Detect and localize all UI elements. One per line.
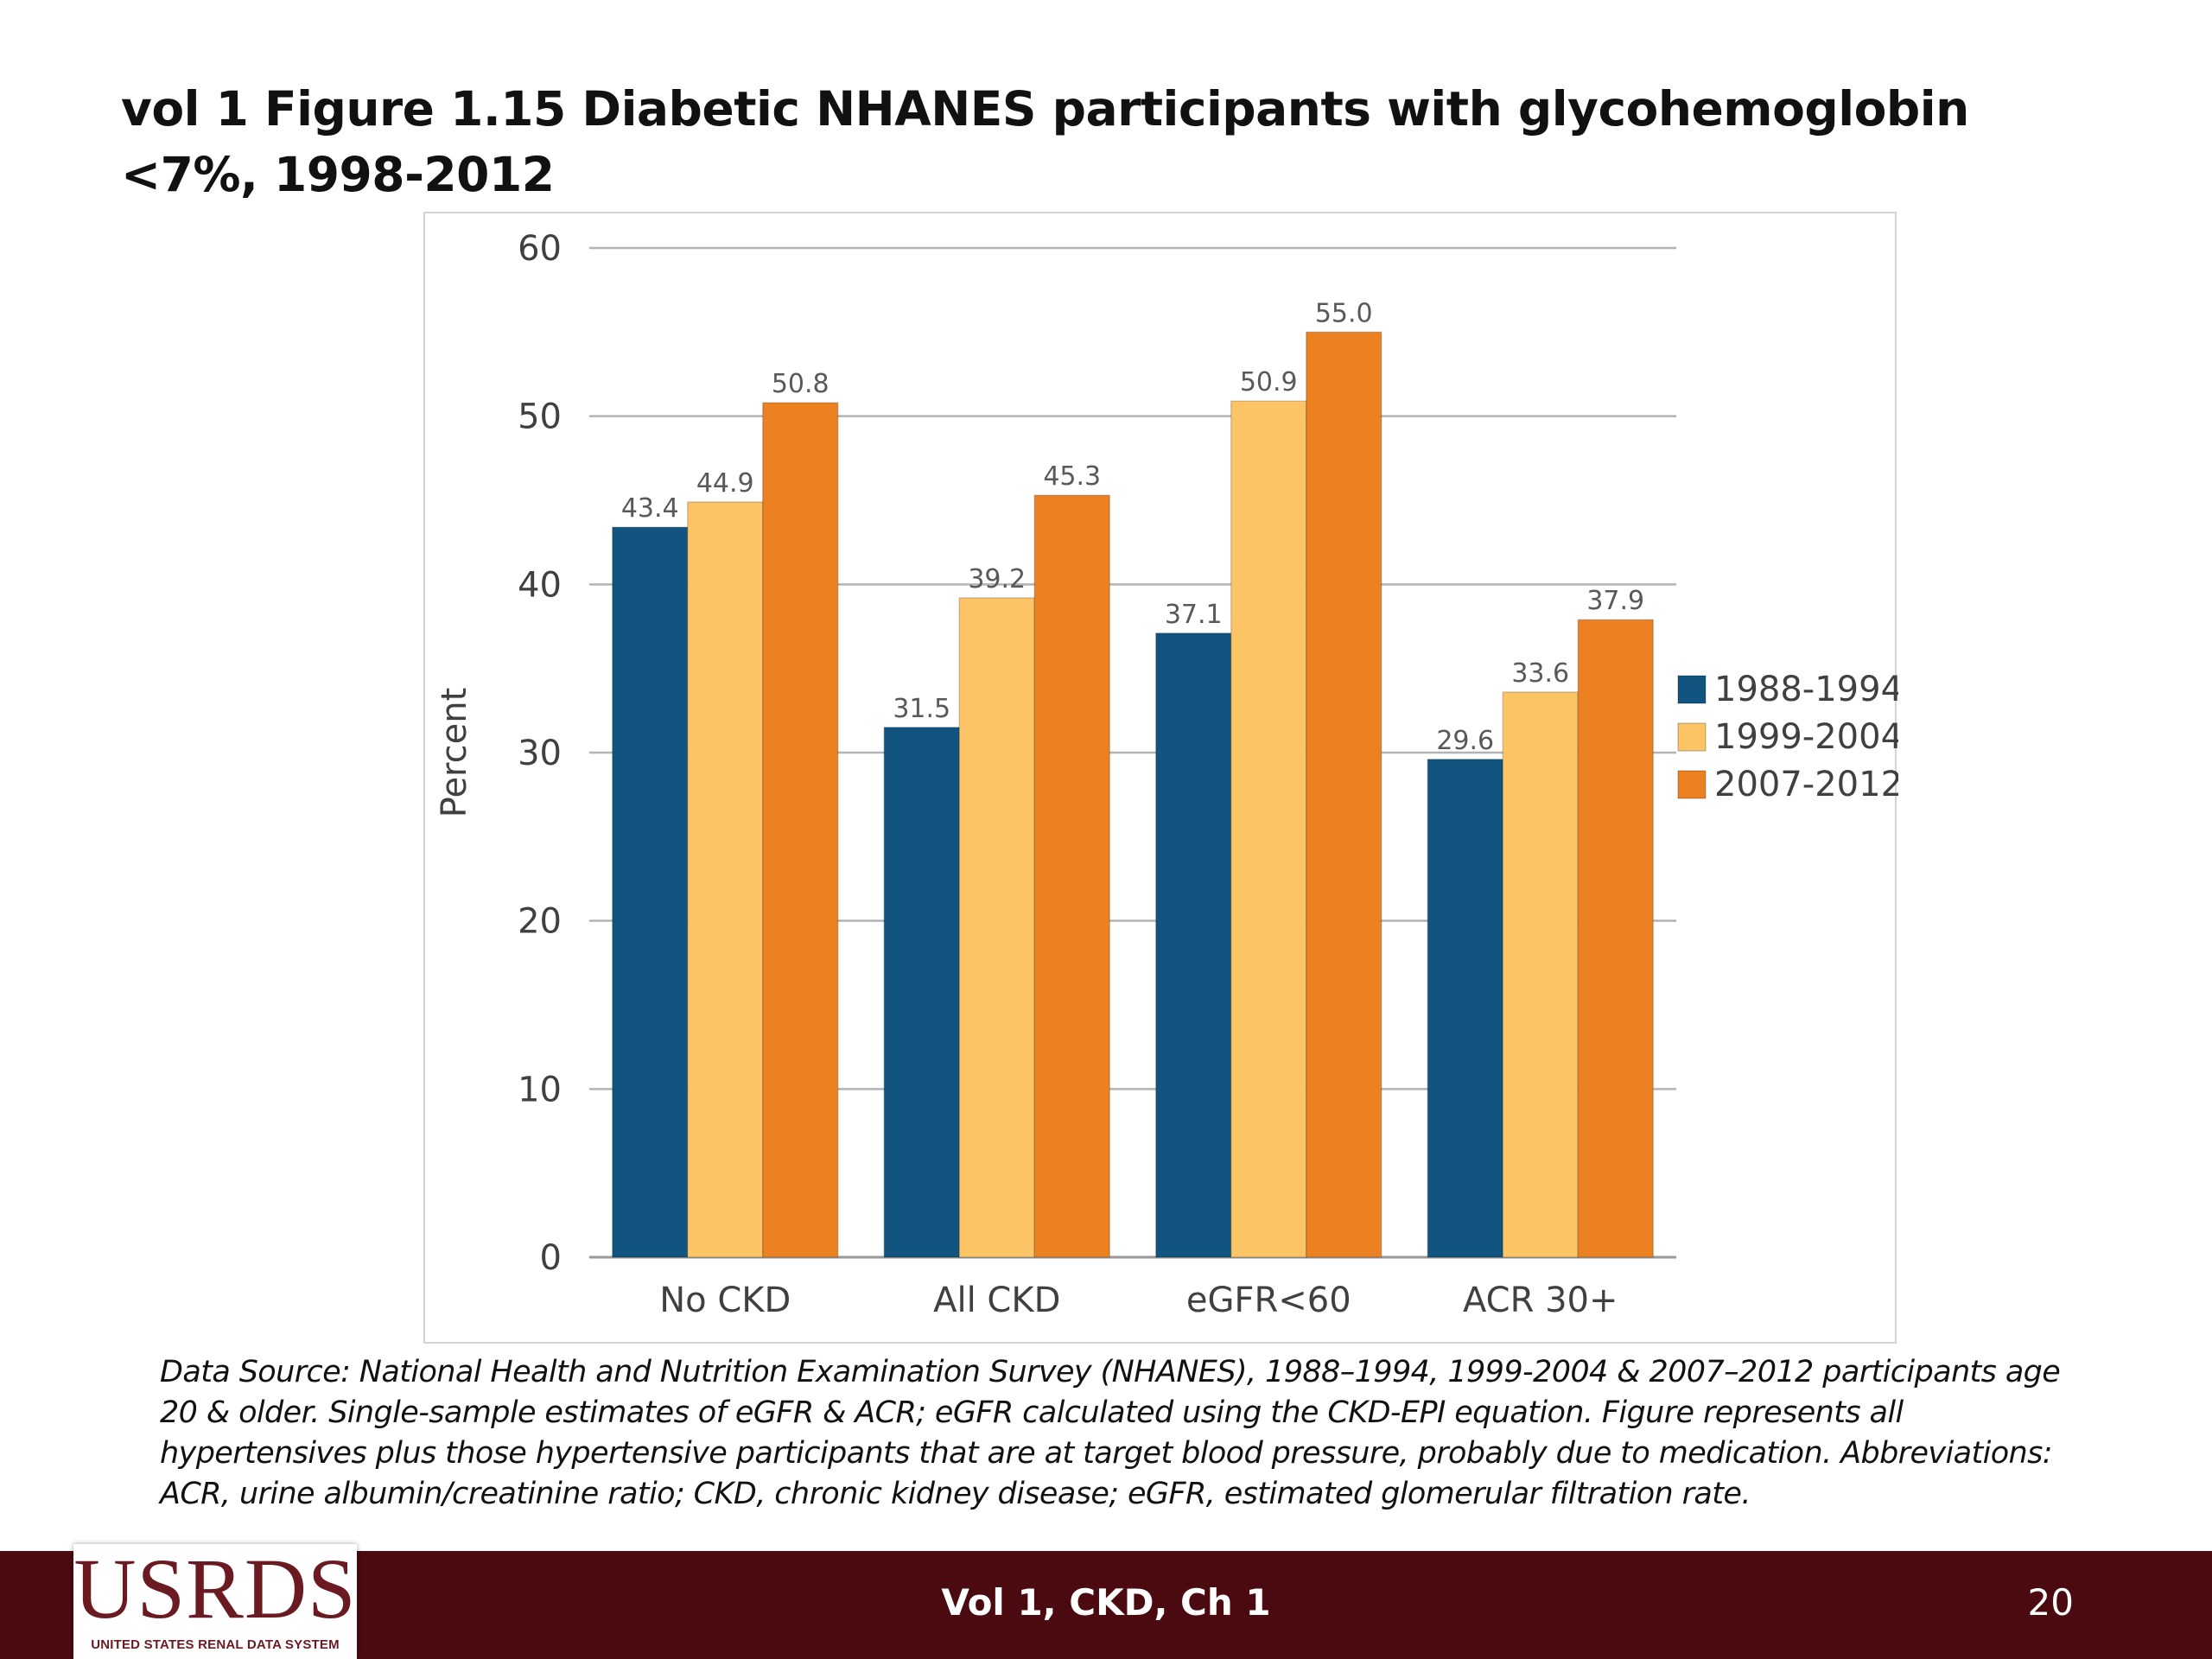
data-label: 44.9 xyxy=(696,468,754,499)
bar xyxy=(883,727,960,1258)
data-label: 39.2 xyxy=(968,564,1026,594)
bar xyxy=(1230,400,1307,1258)
bar xyxy=(612,526,689,1258)
y-tick-label: 40 xyxy=(518,565,562,605)
bar-chart: 0 10 20 30 40 50 60 Percent 43.4 44.9 50.8 No CKD 31… xyxy=(435,229,1898,1320)
y-tick-label: 0 xyxy=(540,1238,562,1278)
bar xyxy=(762,402,839,1258)
bar xyxy=(1306,331,1382,1258)
bar xyxy=(1577,619,1654,1258)
bar xyxy=(1033,494,1110,1258)
y-axis-label: Percent xyxy=(435,688,474,818)
legend-swatch xyxy=(1677,770,1707,799)
data-label: 29.6 xyxy=(1436,726,1494,756)
legend-label: 1988-1994 xyxy=(1714,670,1898,709)
data-label: 33.6 xyxy=(1511,658,1569,689)
logo-wordmark: USRDS xyxy=(73,1541,357,1637)
legend-label: 1999-2004 xyxy=(1714,717,1898,757)
data-label: 37.1 xyxy=(1165,600,1223,630)
y-tick-label: 20 xyxy=(518,902,562,942)
data-label: 43.4 xyxy=(621,493,679,524)
logo-subtitle: UNITED STATES RENAL DATA SYSTEM xyxy=(91,1637,340,1652)
page-number: 20 xyxy=(2027,1581,2074,1624)
x-tick-label: ACR 30+ xyxy=(1463,1281,1618,1320)
bar xyxy=(1155,632,1232,1258)
data-label: 31.5 xyxy=(893,694,950,724)
data-source-caption: Data Source: National Health and Nutriti… xyxy=(160,1355,2061,1511)
x-tick-label: All CKD xyxy=(933,1281,1060,1320)
data-label: 50.9 xyxy=(1240,367,1298,397)
footer-bar xyxy=(0,1551,2212,1659)
data-label: 55.0 xyxy=(1315,298,1373,328)
bar xyxy=(1502,691,1579,1258)
bar xyxy=(687,501,764,1258)
usrds-logo: USRDS UNITED STATES RENAL DATA SYSTEM xyxy=(73,1544,357,1659)
chart-frame: 0 10 20 30 40 50 60 Percent 43.4 44.9 50.8 No CKD 31… xyxy=(423,212,1898,1344)
data-label: 37.9 xyxy=(1586,586,1644,616)
y-tick-label: 50 xyxy=(518,397,562,437)
data-label: 50.8 xyxy=(772,369,830,399)
legend-swatch xyxy=(1677,675,1707,704)
y-tick-label: 60 xyxy=(518,229,562,269)
legend-swatch xyxy=(1677,722,1707,752)
bar xyxy=(1427,759,1503,1258)
slide-title: vol 1 Figure 1.15 Diabetic NHANES partic… xyxy=(121,81,1969,202)
bar xyxy=(958,597,1035,1258)
footer-label: Vol 1, CKD, Ch 1 xyxy=(941,1581,1271,1624)
x-tick-label: No CKD xyxy=(659,1281,791,1320)
y-tick-label: 30 xyxy=(518,734,562,773)
x-tick-label: eGFR<60 xyxy=(1186,1281,1351,1320)
y-tick-label: 10 xyxy=(518,1070,562,1109)
data-label: 45.3 xyxy=(1043,461,1101,492)
legend-label: 2007-2012 xyxy=(1714,765,1898,804)
